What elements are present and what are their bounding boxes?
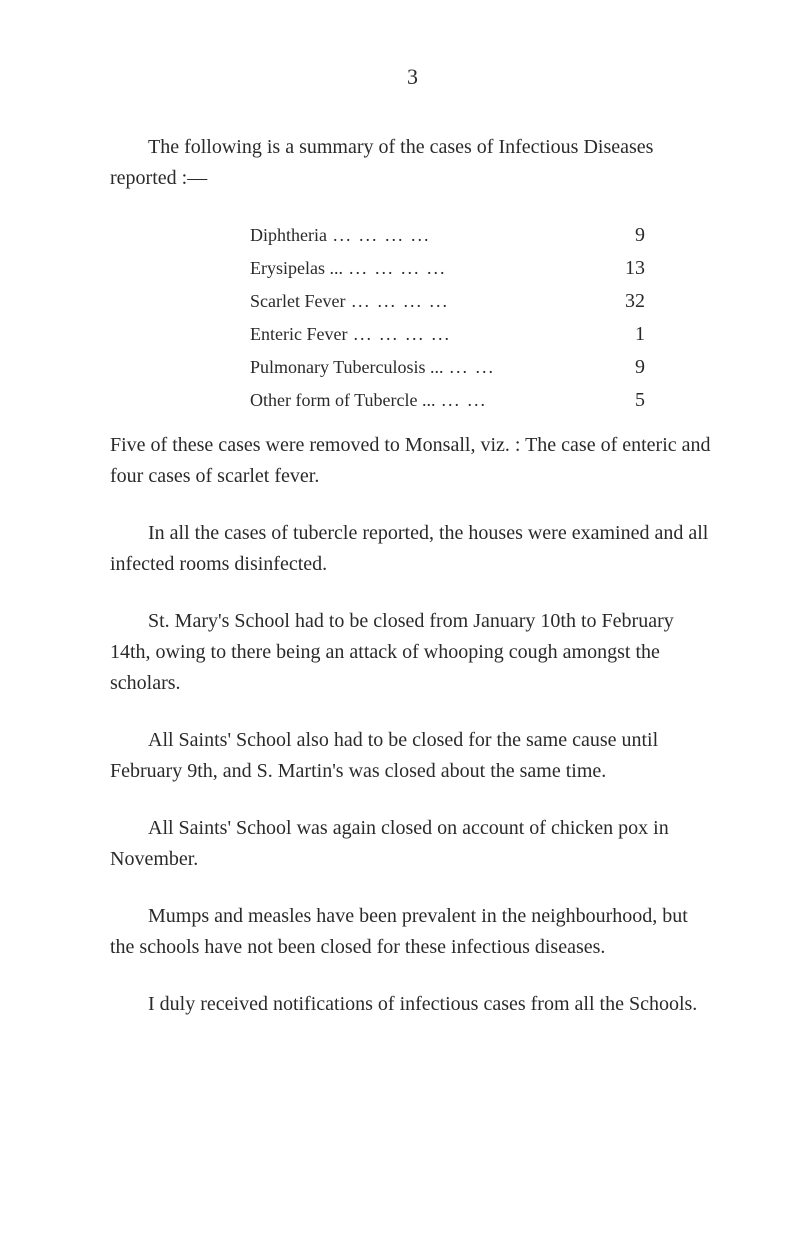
notifications-paragraph: I duly received notifications of infecti… [110, 989, 715, 1020]
disease-count: 13 [615, 253, 645, 284]
disease-label: Pulmonary Tuberculosis ... [250, 354, 444, 382]
disease-label: Scarlet Fever [250, 288, 345, 316]
all-saints-closed-paragraph: All Saints' School also had to be closed… [110, 725, 715, 787]
leader-dots: ... ... ... ... [345, 288, 615, 316]
leader-dots: ... ... ... ... [327, 222, 615, 250]
leader-dots: ... ... [435, 387, 615, 415]
disease-label: Other form of Tubercle ... [250, 387, 435, 415]
disease-count: 5 [615, 385, 645, 416]
document-page: 3 The following is a summary of the case… [0, 0, 800, 1086]
disease-count: 1 [615, 319, 645, 350]
disease-label: Erysipelas ... [250, 255, 343, 283]
disease-row: Other form of Tubercle ... ... ... 5 [110, 385, 715, 416]
mumps-measles-paragraph: Mumps and measles have been prevalent in… [110, 901, 715, 963]
disease-row: Pulmonary Tuberculosis ... ... ... 9 [110, 352, 715, 383]
disease-label: Enteric Fever [250, 321, 347, 349]
leader-dots: ... ... ... ... [343, 255, 615, 283]
disease-label: Diphtheria [250, 222, 327, 250]
disease-row: Erysipelas ... ... ... ... ... 13 [110, 253, 715, 284]
disease-row: Scarlet Fever ... ... ... ... 32 [110, 286, 715, 317]
removed-cases-paragraph: Five of these cases were removed to Mons… [110, 430, 715, 492]
disease-summary-list: Diphtheria ... ... ... ... 9 Erysipelas … [110, 220, 715, 416]
st-mary-paragraph: St. Mary's School had to be closed from … [110, 606, 715, 699]
disease-count: 32 [615, 286, 645, 317]
tubercle-paragraph: In all the cases of tubercle reported, t… [110, 518, 715, 580]
intro-paragraph: The following is a summary of the cases … [110, 132, 715, 194]
page-number: 3 [110, 60, 715, 94]
disease-row: Diphtheria ... ... ... ... 9 [110, 220, 715, 251]
all-saints-again-paragraph: All Saints' School was again closed on a… [110, 813, 715, 875]
leader-dots: ... ... [444, 354, 615, 382]
leader-dots: ... ... ... ... [347, 321, 615, 349]
disease-count: 9 [615, 352, 645, 383]
disease-count: 9 [615, 220, 645, 251]
disease-row: Enteric Fever ... ... ... ... 1 [110, 319, 715, 350]
